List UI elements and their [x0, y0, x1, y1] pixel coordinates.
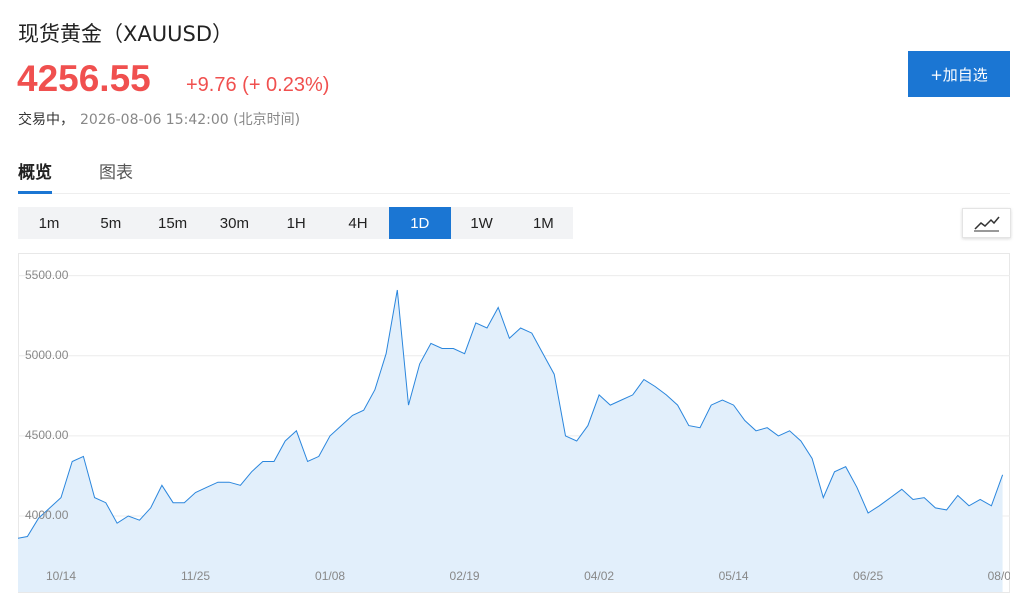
period-bar: 1m 5m 15m 30m 1H 4H 1D 1W 1M — [18, 207, 573, 239]
plot-area: 4000.00 4500.00 5000.00 5500.00 10/14 11/25 01… — [18, 268, 1018, 592]
period-button[interactable]: 15m — [158, 214, 188, 232]
title: 现货黄金（XAUUSD） — [18, 22, 233, 46]
y-tick-label: 5000.00 — [25, 348, 69, 362]
y-tick-label: 4500.00 — [25, 428, 69, 442]
x-tick-label: 01/08 — [315, 569, 345, 583]
period-button[interactable]: 5m — [100, 214, 122, 232]
chart-type-icon — [974, 216, 1000, 232]
period-button[interactable]: 1m — [38, 214, 60, 232]
y-tick-label: 4000.00 — [25, 508, 69, 522]
period-button[interactable]: 30m — [219, 214, 249, 232]
x-tick-label: 06/25 — [853, 569, 883, 583]
period-button[interactable]: 1H — [286, 214, 306, 232]
x-tick-label: 10/14 — [46, 569, 76, 583]
y-tick-label: 5500.00 — [25, 268, 69, 282]
period-button[interactable]: 1D — [388, 207, 451, 239]
timestamp: 2026-08-06 15:42:00 (北京时间) — [80, 112, 301, 128]
x-tick-label: 02/19 — [450, 569, 480, 583]
x-tick-label: 08/06 — [988, 569, 1018, 583]
area-fill — [18, 290, 1003, 592]
period-button[interactable]: 1W — [470, 214, 493, 232]
price-change: +9.76 (+ 0.23%) — [186, 74, 330, 96]
tab[interactable]: 概览 — [18, 158, 52, 194]
x-tick-label: 05/14 — [719, 569, 749, 583]
price: 4256.55 — [17, 58, 151, 99]
chart-frame — [18, 253, 1010, 593]
x-tick-label: 11/25 — [181, 569, 210, 583]
period-button[interactable]: 1M — [532, 214, 554, 232]
price-line — [18, 289, 1004, 539]
tab[interactable]: 图表 — [99, 163, 133, 183]
tab-bar: 概览 图表 — [18, 158, 1010, 194]
trade-status: 交易中， — [18, 112, 74, 128]
x-tick-label: 04/02 — [584, 569, 614, 583]
chart-type-button[interactable] — [962, 208, 1011, 238]
watch-button[interactable]: +加自选 — [908, 51, 1010, 97]
period-button[interactable]: 4H — [348, 214, 368, 232]
